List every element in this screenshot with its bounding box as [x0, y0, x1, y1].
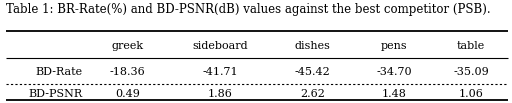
Text: pens: pens	[381, 41, 408, 51]
Text: 1.86: 1.86	[208, 89, 232, 99]
Text: dishes: dishes	[294, 41, 330, 51]
Text: Table 1: BR-Rate(%) and BD-PSNR(dB) values against the best competitor (PSB).: Table 1: BR-Rate(%) and BD-PSNR(dB) valu…	[6, 3, 491, 16]
Text: sideboard: sideboard	[193, 41, 248, 51]
Text: 2.62: 2.62	[300, 89, 325, 99]
Text: -41.71: -41.71	[202, 67, 238, 77]
Text: 1.48: 1.48	[381, 89, 407, 99]
Text: 1.06: 1.06	[459, 89, 483, 99]
Text: greek: greek	[112, 41, 144, 51]
Text: -34.70: -34.70	[376, 67, 412, 77]
Text: BD-Rate: BD-Rate	[35, 67, 82, 77]
Text: 0.49: 0.49	[115, 89, 140, 99]
Text: BD-PSNR: BD-PSNR	[28, 89, 82, 99]
Text: -18.36: -18.36	[110, 67, 145, 77]
Text: -35.09: -35.09	[453, 67, 489, 77]
Text: -45.42: -45.42	[294, 67, 330, 77]
Text: table: table	[457, 41, 485, 51]
